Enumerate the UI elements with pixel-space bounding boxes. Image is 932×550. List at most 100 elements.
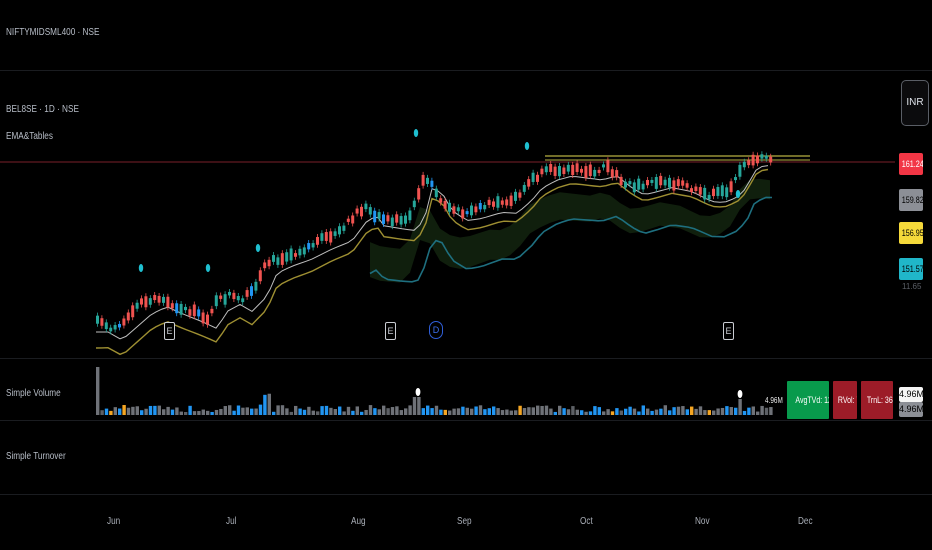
indicator-name-label[interactable]: EMA&Tables (6, 131, 53, 142)
candle (386, 215, 390, 222)
volume-bar (716, 408, 720, 415)
volume-bar (593, 406, 597, 415)
volume-bar (619, 410, 623, 415)
volume-bar (280, 405, 285, 415)
volume-bar (421, 408, 425, 415)
volume-bar (729, 407, 733, 415)
candle (250, 286, 253, 296)
volume-bar (536, 405, 540, 415)
volume-bar (131, 406, 135, 415)
candle (421, 174, 425, 186)
dividend-badge[interactable]: D (429, 321, 443, 339)
candle (236, 296, 240, 301)
price-chart[interactable] (0, 72, 895, 357)
volume-bar (637, 411, 641, 415)
candle (518, 192, 522, 198)
volume-bar (263, 394, 267, 415)
signal-marker (255, 244, 261, 252)
volume-bar (162, 409, 166, 415)
volume-bar (492, 406, 496, 415)
earnings-badge[interactable]: E (723, 322, 734, 340)
volume-bar (751, 406, 755, 415)
volume-bar (659, 408, 663, 415)
candle (210, 308, 214, 314)
candle (153, 295, 157, 301)
candle (311, 243, 315, 248)
volume-bar (694, 408, 698, 415)
candle (346, 218, 350, 222)
candle (263, 262, 267, 269)
candle (197, 309, 201, 317)
candle (443, 200, 447, 209)
turnover-pane-title[interactable]: Simple Turnover (6, 451, 66, 462)
candle (531, 172, 535, 182)
volume-bar (140, 410, 144, 415)
candle (514, 191, 517, 201)
candle (276, 257, 280, 265)
volume-bar (632, 408, 637, 415)
time-axis-label-nov: Nov (695, 516, 710, 527)
candle (245, 290, 249, 297)
volume-bar (549, 408, 553, 415)
volume-bar (324, 405, 329, 415)
top-symbol-label[interactable]: NIFTYMIDSML400 · NSE (6, 27, 100, 38)
candle (456, 207, 460, 212)
turnover-stat: TrnL: 36.86 L (861, 381, 893, 419)
signal-marker (735, 190, 741, 198)
earnings-badge[interactable]: E (385, 322, 396, 340)
candle (500, 200, 504, 205)
volume-bar (206, 410, 210, 415)
candle (496, 196, 500, 208)
candle (126, 312, 130, 321)
candle (144, 296, 148, 308)
volume-histogram[interactable] (0, 360, 895, 420)
volume-bar (760, 405, 764, 415)
candle (364, 203, 368, 210)
candle (694, 186, 698, 191)
volume-bar (509, 410, 513, 415)
volume-bar (430, 408, 434, 415)
volume-bar (96, 367, 100, 415)
candle (324, 232, 328, 241)
candle (184, 306, 187, 311)
candle (399, 216, 403, 225)
volume-bar (285, 408, 289, 415)
candle (738, 164, 742, 177)
volume-bar (681, 406, 685, 415)
candle (96, 315, 99, 324)
volume-bar (201, 409, 205, 415)
volume-bar (461, 406, 465, 415)
candle (179, 303, 183, 315)
candle (641, 183, 645, 190)
candle (302, 247, 306, 255)
volume-bar (333, 409, 337, 415)
volume-bar (562, 408, 566, 415)
volume-bar (188, 405, 192, 415)
volume-bar (624, 408, 628, 415)
volume-bar (452, 408, 456, 415)
volume-bar (580, 410, 584, 415)
volume-bar (100, 410, 104, 415)
volume-bar (628, 406, 632, 415)
volume-bar (527, 407, 531, 415)
volume-bar (118, 408, 122, 415)
candle (320, 233, 324, 241)
candle (294, 253, 297, 257)
candle (703, 187, 707, 200)
volume-bar (197, 411, 201, 415)
volume-bar (192, 411, 197, 415)
candle (408, 210, 412, 221)
volume-bar (289, 411, 293, 415)
volume-spike-marker (415, 388, 421, 396)
main-symbol-label[interactable]: BEL8SE · 1D · NSE (6, 104, 79, 115)
candle (219, 295, 223, 299)
price-tag-ema-mid: 156.95 (899, 222, 923, 244)
volume-bar (518, 405, 522, 415)
earnings-badge[interactable]: E (164, 322, 175, 340)
currency-button[interactable]: INR (901, 80, 929, 126)
candle (148, 298, 152, 305)
candle (540, 168, 544, 175)
time-axis-label-aug: Aug (351, 516, 366, 527)
volume-bar (478, 405, 483, 415)
volume-pane-title[interactable]: Simple Volume (6, 388, 61, 399)
